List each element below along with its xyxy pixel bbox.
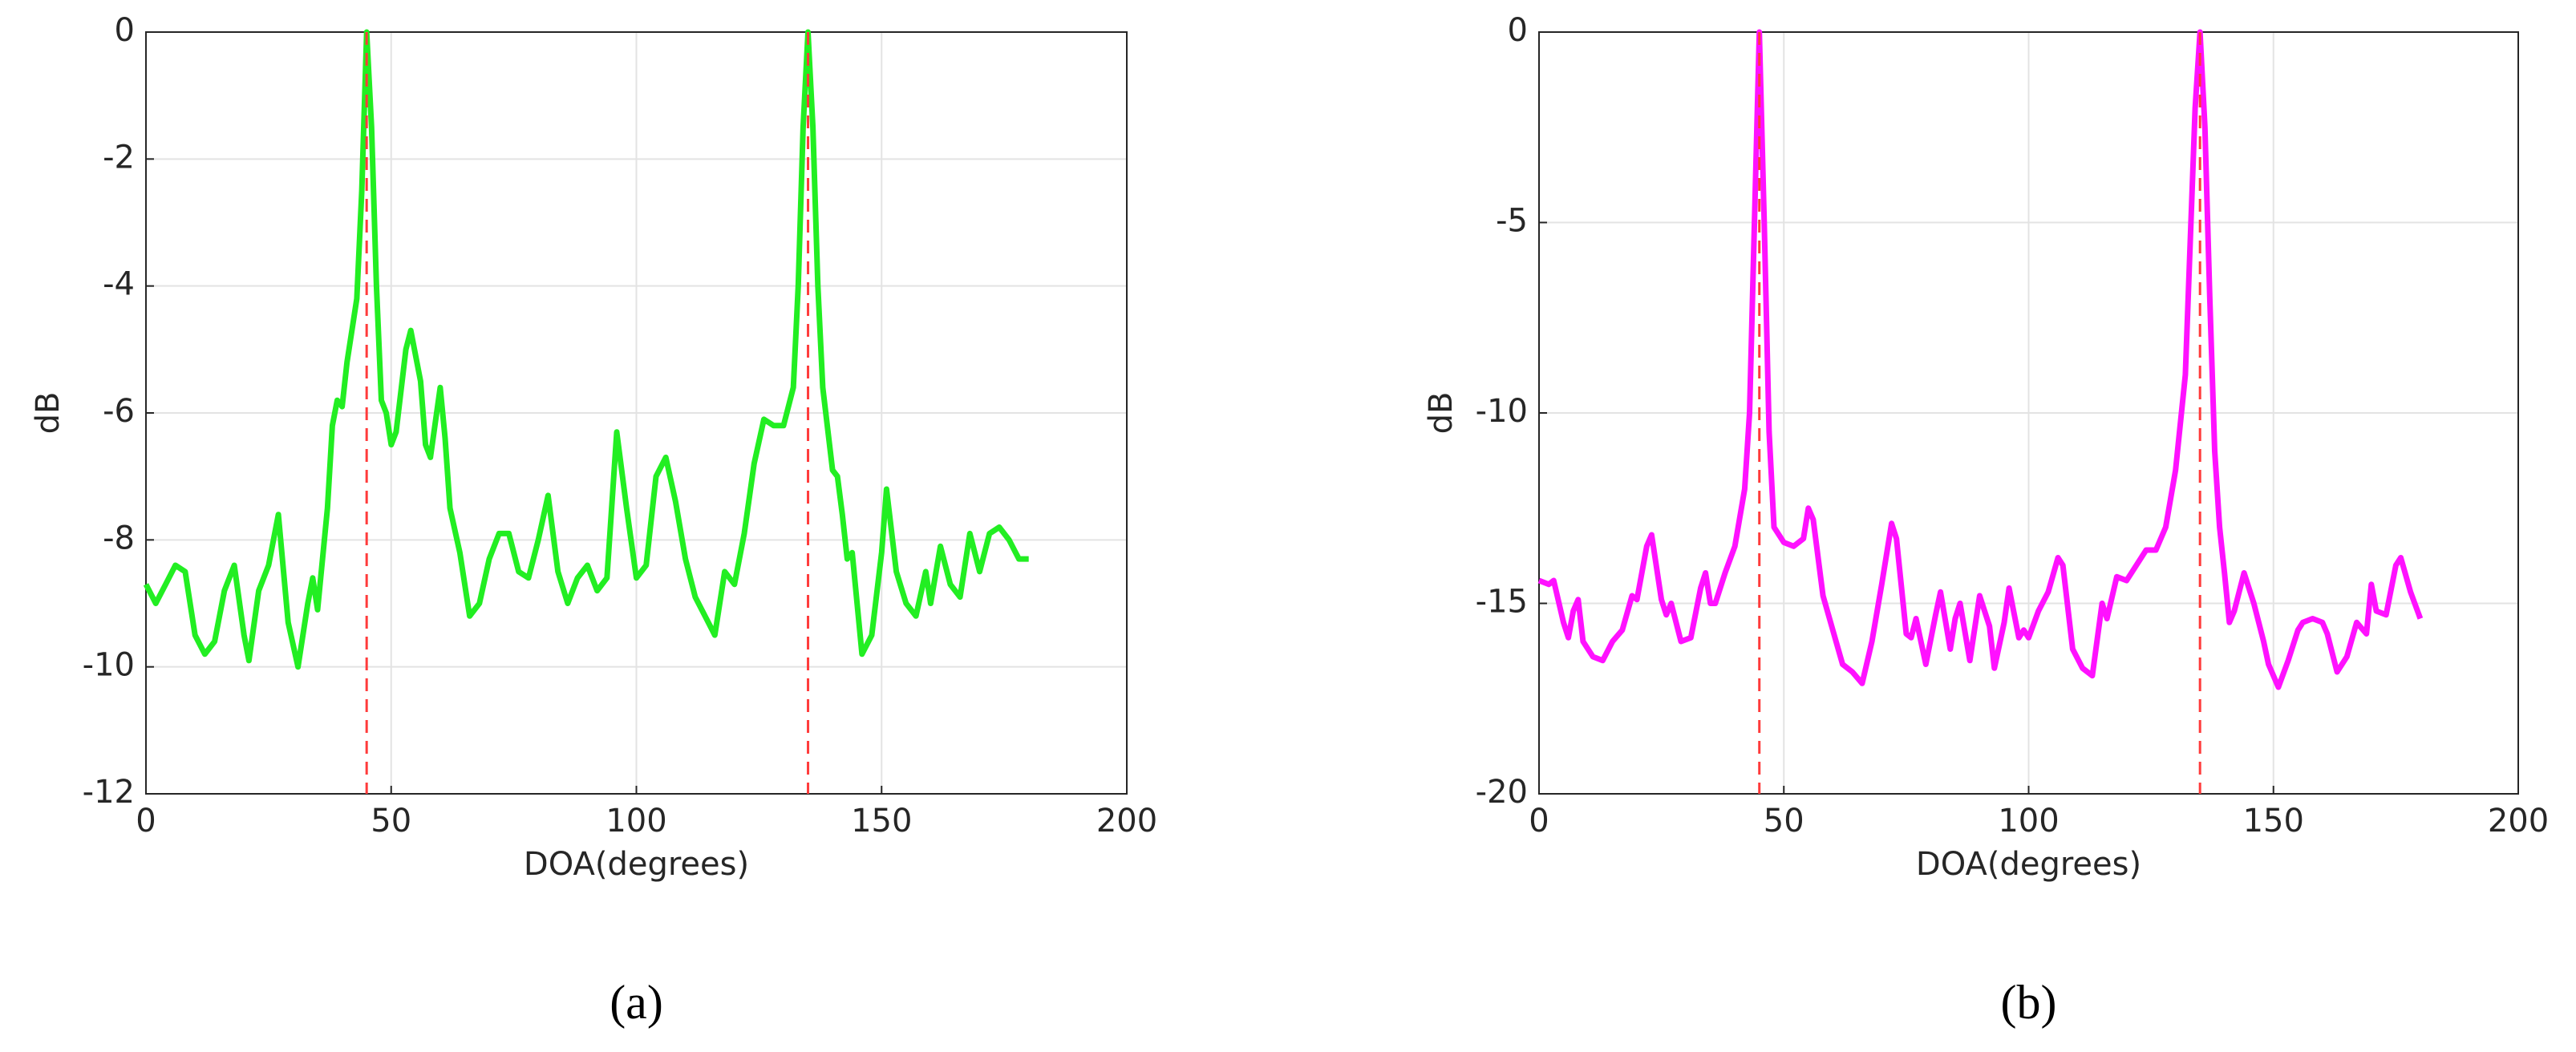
y-tick-label: -4 (103, 266, 135, 303)
data-line (143, 29, 1029, 670)
x-tick-label: 150 (851, 803, 912, 840)
axes-box (145, 31, 1128, 795)
x-tick-label: 50 (371, 803, 411, 840)
x-tick-label: 0 (136, 803, 156, 840)
x-tick-label: 200 (2488, 803, 2549, 840)
y-tick-label: -10 (1476, 393, 1528, 430)
axes-box (1538, 31, 2519, 795)
x-tick-label: 200 (1096, 803, 1157, 840)
y-tick-label: -2 (103, 139, 135, 176)
y-axis-label: dB (30, 392, 67, 435)
x-tick-label: 50 (1764, 803, 1804, 840)
y-tick-label: -15 (1476, 584, 1528, 621)
y-tick-label: -5 (1496, 203, 1528, 240)
caption: (b) (2001, 976, 2057, 1029)
x-tick-label: 100 (1998, 803, 2059, 840)
x-axis-label: DOA(degrees) (1916, 846, 2141, 883)
data-line (1537, 29, 2424, 690)
y-axis-label: dB (1423, 392, 1460, 435)
y-tick-label: -12 (83, 774, 135, 811)
y-tick-label: -20 (1476, 774, 1528, 811)
y-tick-label: -8 (103, 520, 135, 556)
caption: (a) (610, 976, 663, 1029)
y-tick-label: 0 (115, 12, 135, 49)
x-axis-label: DOA(degrees) (524, 846, 749, 883)
y-tick-label: 0 (1508, 12, 1528, 49)
y-tick-label: -6 (103, 393, 135, 430)
y-tick-label: -10 (83, 647, 135, 684)
x-tick-label: 0 (1529, 803, 1549, 840)
x-tick-label: 100 (606, 803, 666, 840)
x-tick-label: 150 (2243, 803, 2304, 840)
